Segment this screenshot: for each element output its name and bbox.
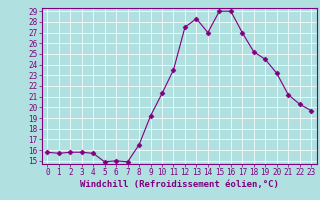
X-axis label: Windchill (Refroidissement éolien,°C): Windchill (Refroidissement éolien,°C) [80,180,279,189]
